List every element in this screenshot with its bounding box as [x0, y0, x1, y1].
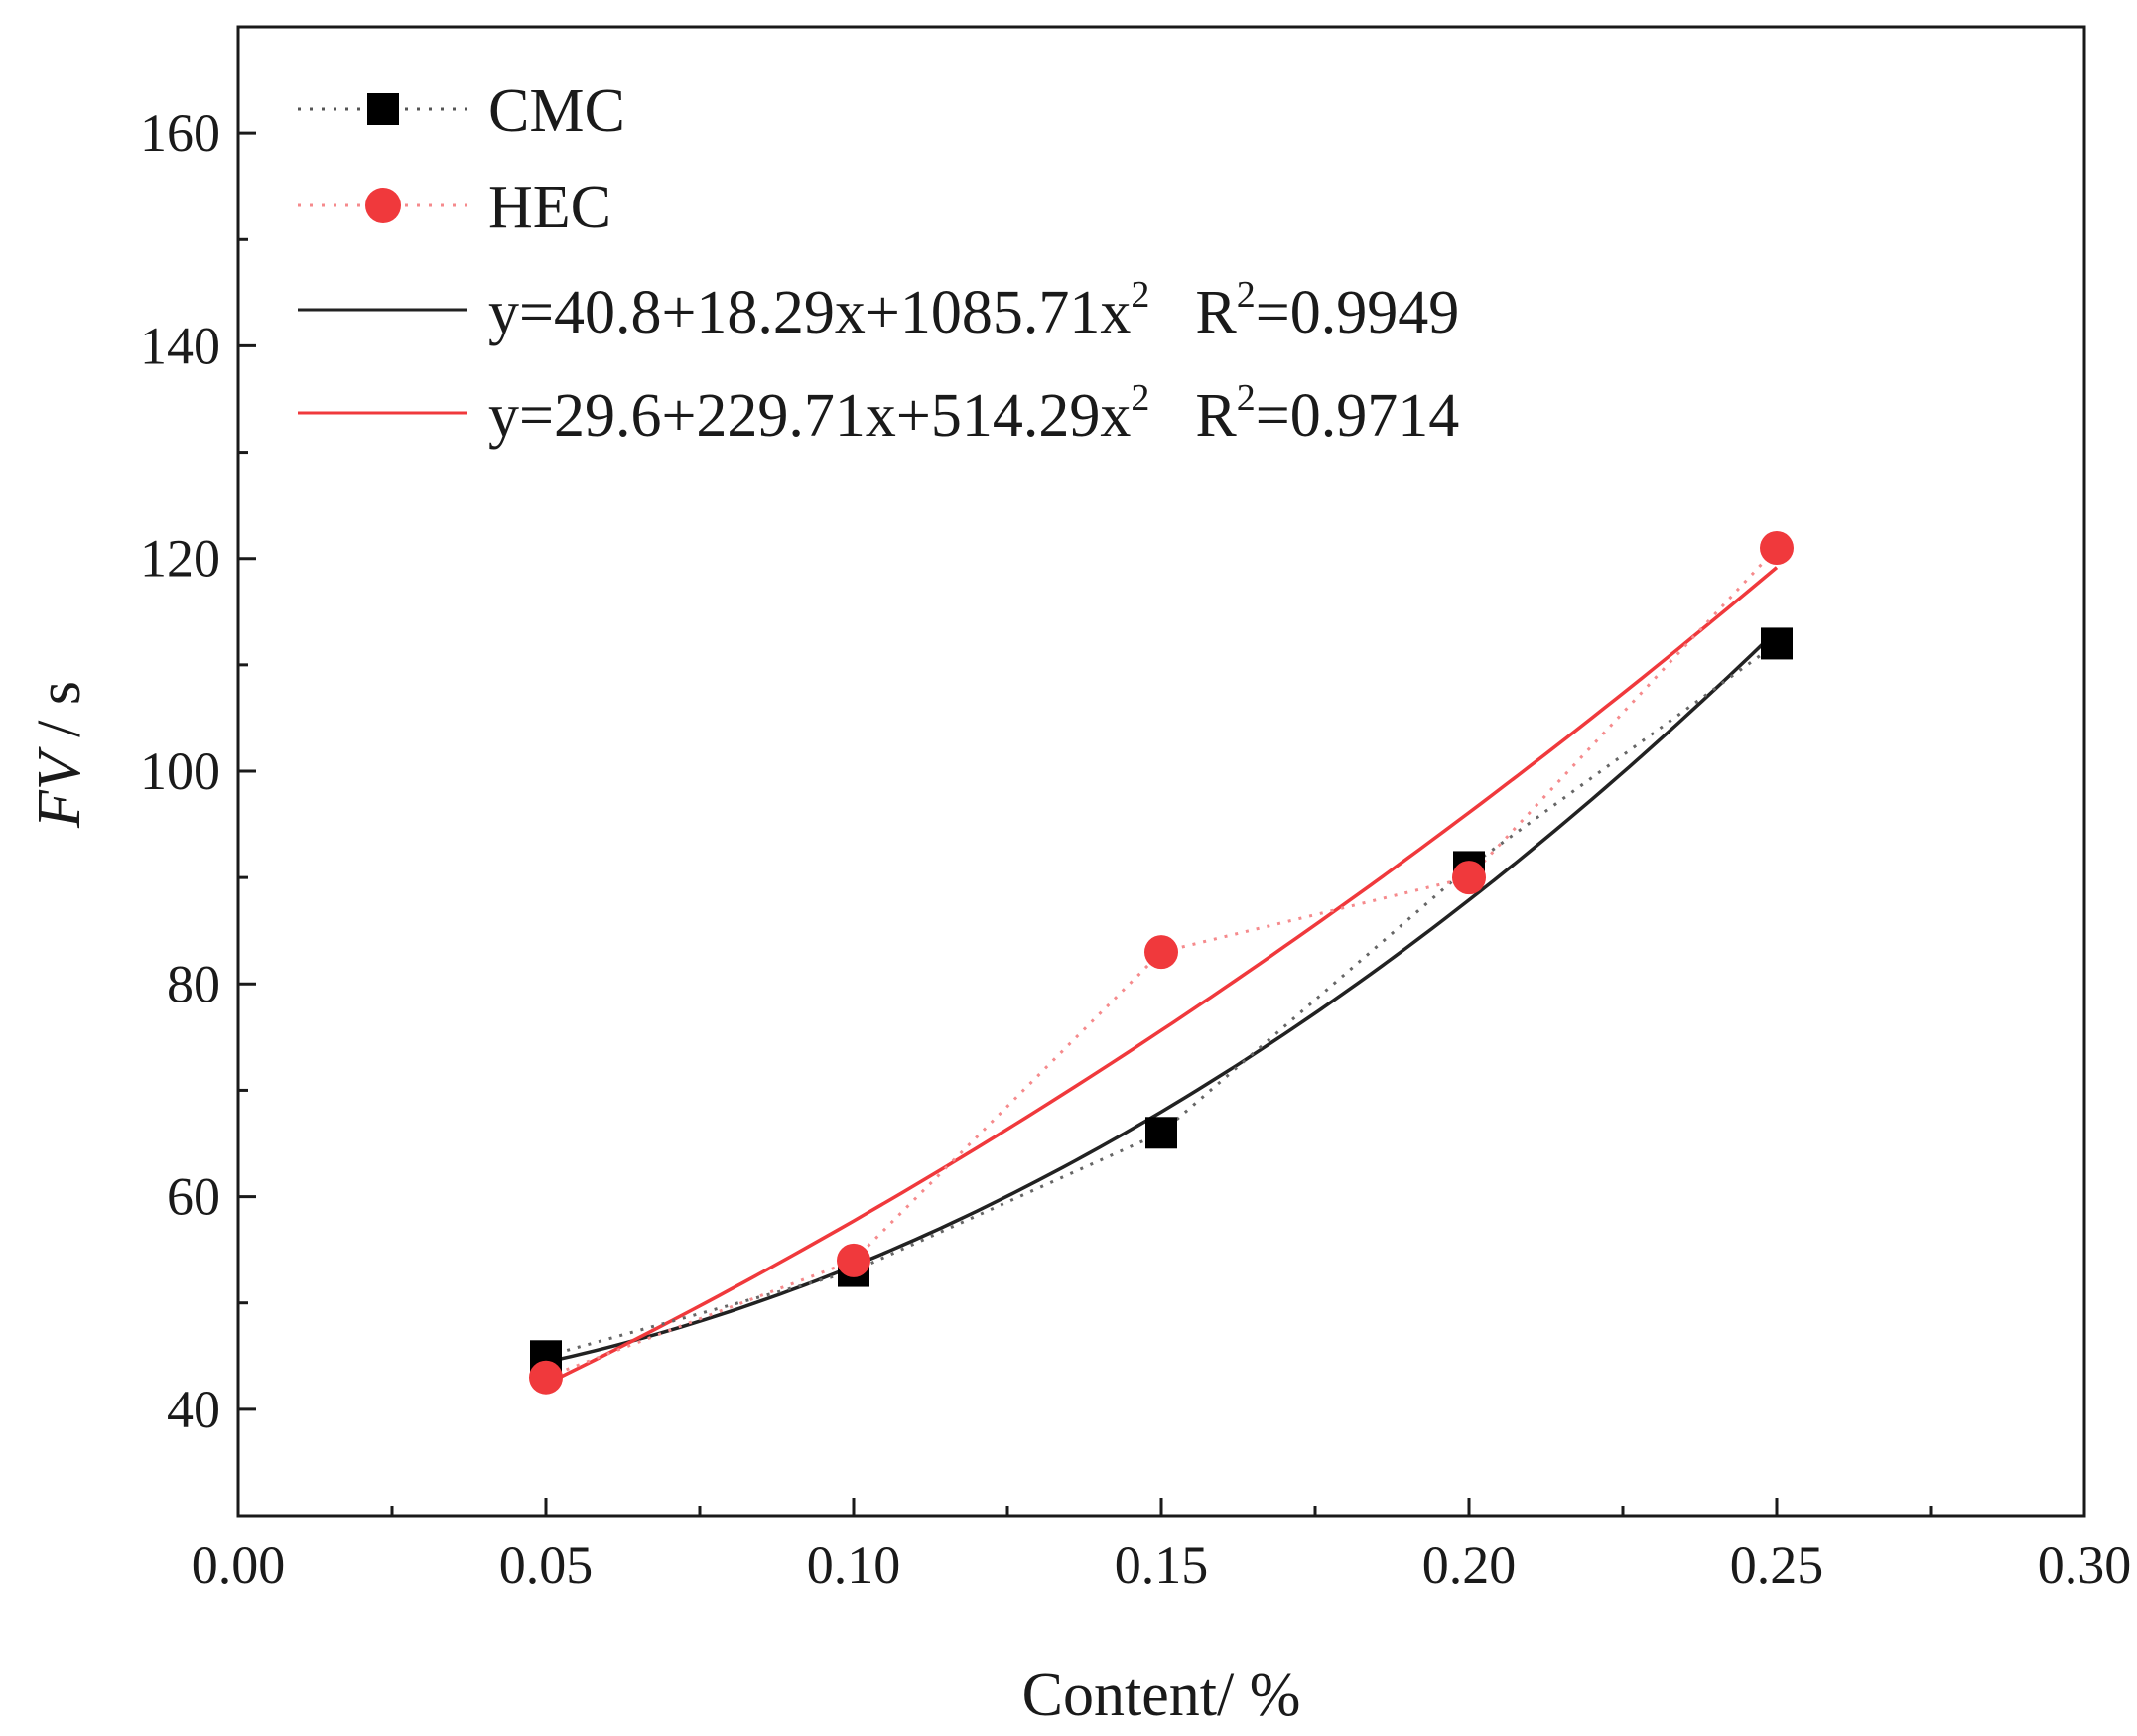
data-point-hec [1144, 935, 1178, 970]
fit-curve-hec [545, 566, 1779, 1387]
x-tick-label: 0.00 [192, 1536, 286, 1595]
x-tick-label: 0.25 [1730, 1536, 1824, 1595]
legend-cmc-fit-label: y=40.8+18.29x+1085.71x2 R2=0.9949 [488, 274, 1459, 346]
hec-fit-equation: y=29.6+229.71x+514.29x [488, 382, 1131, 450]
data-point-hec [837, 1243, 870, 1277]
y-tick-label: 60 [167, 1167, 220, 1227]
x-tick-label: 0.10 [807, 1536, 901, 1595]
x-tick-label: 0.15 [1115, 1536, 1209, 1595]
y-tick-label: 40 [167, 1380, 220, 1439]
y-tick-label: 160 [140, 103, 220, 163]
tick-labels: 0.00 0.05 0.10 0.15 0.20 0.25 0.30 40 60 80 100 120… [140, 103, 2131, 1595]
y-tick-label: 120 [140, 529, 220, 589]
hec-fit-r2-exponent: 2 [1237, 377, 1256, 419]
y-axis-title-unit: / s [26, 681, 93, 752]
legend-hec-label: HEC [488, 174, 611, 241]
plot-frame [236, 25, 2086, 1518]
fit-curves [545, 566, 1779, 1387]
hec-fit-exponent: 2 [1131, 377, 1149, 419]
legend-hec-fit-label: y=29.6+229.71x+514.29x2 R2=0.9714 [488, 377, 1459, 450]
hec-fit-r2-label: R [1195, 382, 1237, 450]
x-axis-title: Content/ % [1022, 1662, 1301, 1729]
y-tick-label: 140 [140, 316, 220, 375]
data-series [529, 531, 1794, 1395]
data-point-hec [529, 1360, 563, 1395]
legend: CMC HEC y=40.8+18.29x+1085.71x2 R2=0.9949… [298, 77, 1459, 450]
cmc-fit-r2-value: =0.9949 [1256, 279, 1459, 346]
y-tick-label: 100 [140, 741, 220, 801]
x-tick-label: 0.05 [499, 1536, 594, 1595]
cmc-fit-equation: y=40.8+18.29x+1085.71x [488, 279, 1131, 346]
hec-fit-r2-value: =0.9714 [1256, 382, 1459, 450]
legend-hec-marker [365, 188, 401, 223]
data-point-cmc [1145, 1117, 1177, 1149]
x-tick-label: 0.20 [1422, 1536, 1517, 1595]
legend-cmc-marker [367, 93, 399, 125]
cmc-fit-r2-label: R [1195, 279, 1237, 346]
y-axis-title-italic: FV [26, 746, 93, 829]
fit-curve-cmc [545, 629, 1779, 1365]
cmc-fit-r2-exponent: 2 [1237, 274, 1256, 316]
data-point-hec [1452, 861, 1486, 895]
data-point-hec [1760, 531, 1794, 565]
y-tick-label: 80 [167, 954, 220, 1013]
y-axis-title: FV / s [26, 681, 93, 829]
x-tick-label: 0.30 [2038, 1536, 2132, 1595]
legend-cmc-label: CMC [488, 77, 625, 145]
data-point-cmc [1761, 627, 1793, 660]
cmc-fit-exponent: 2 [1131, 274, 1149, 316]
